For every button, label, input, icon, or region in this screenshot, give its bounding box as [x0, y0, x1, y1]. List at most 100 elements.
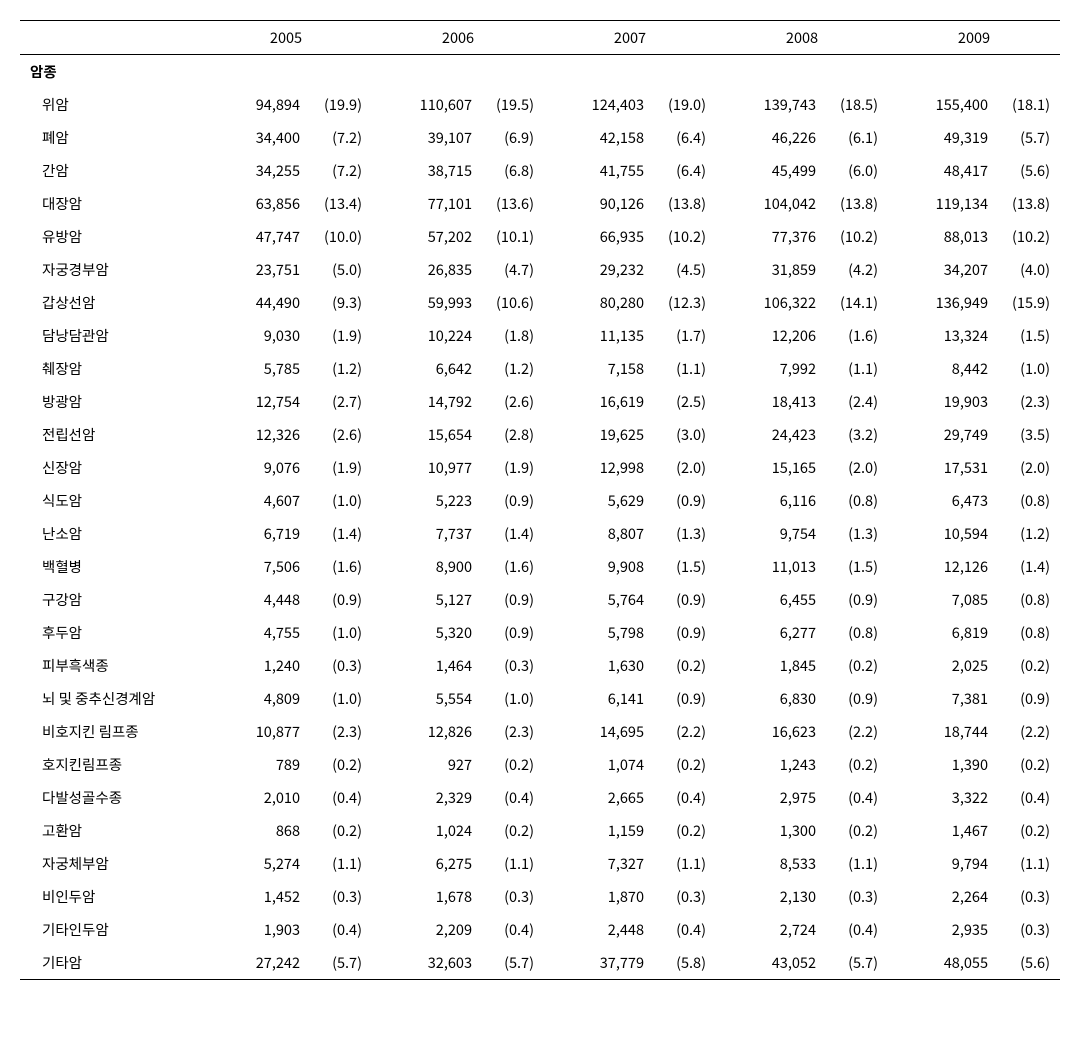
cell-percent: (14.1) — [820, 286, 888, 319]
cell-count: 1,300 — [716, 814, 820, 847]
cell-count: 6,455 — [716, 583, 820, 616]
cell-percent: (0.2) — [648, 649, 716, 682]
cell-percent: (1.6) — [304, 550, 372, 583]
cell-count: 2,724 — [716, 913, 820, 946]
cell-percent: (0.8) — [820, 484, 888, 517]
cell-count: 2,264 — [888, 880, 992, 913]
cell-count: 2,665 — [544, 781, 648, 814]
cell-count: 1,452 — [200, 880, 304, 913]
cell-count: 5,764 — [544, 583, 648, 616]
cell-percent: (2.3) — [304, 715, 372, 748]
cell-percent: (1.1) — [648, 847, 716, 880]
cell-percent: (6.8) — [476, 154, 544, 187]
cell-count: 7,381 — [888, 682, 992, 715]
cell-percent: (5.6) — [992, 154, 1060, 187]
row-label: 뇌 및 중추신경계암 — [20, 682, 200, 715]
table-body: 암종위암94,894(19.9)110,607(19.5)124,403(19.… — [20, 55, 1060, 980]
cell-count: 5,554 — [372, 682, 476, 715]
cell-percent: (2.7) — [304, 385, 372, 418]
cell-percent: (13.8) — [820, 187, 888, 220]
cell-percent: (1.6) — [476, 550, 544, 583]
cell-percent: (3.2) — [820, 418, 888, 451]
cell-count: 2,209 — [372, 913, 476, 946]
cell-percent: (6.9) — [476, 121, 544, 154]
cell-count: 6,819 — [888, 616, 992, 649]
cell-percent: (0.8) — [820, 616, 888, 649]
cell-count: 789 — [200, 748, 304, 781]
cell-count: 19,625 — [544, 418, 648, 451]
row-label: 방광암 — [20, 385, 200, 418]
cell-percent: (2.6) — [476, 385, 544, 418]
cell-count: 1,678 — [372, 880, 476, 913]
table-row: 뇌 및 중추신경계암4,809(1.0)5,554(1.0)6,141(0.9)… — [20, 682, 1060, 715]
cell-count: 23,751 — [200, 253, 304, 286]
cell-count: 1,240 — [200, 649, 304, 682]
cell-count: 90,126 — [544, 187, 648, 220]
cell-percent: (13.8) — [992, 187, 1060, 220]
cell-count: 7,506 — [200, 550, 304, 583]
cell-percent: (1.4) — [476, 517, 544, 550]
cell-count: 59,993 — [372, 286, 476, 319]
row-label: 위암 — [20, 88, 200, 121]
table-row: 기타인두암1,903(0.4)2,209(0.4)2,448(0.4)2,724… — [20, 913, 1060, 946]
cell-count: 5,785 — [200, 352, 304, 385]
cell-percent: (0.4) — [304, 781, 372, 814]
header-year: 2006 — [372, 21, 544, 55]
cell-percent: (0.9) — [304, 583, 372, 616]
header-year: 2009 — [888, 21, 1060, 55]
cell-count: 10,877 — [200, 715, 304, 748]
cell-percent: (10.2) — [820, 220, 888, 253]
cell-count: 6,719 — [200, 517, 304, 550]
cell-count: 80,280 — [544, 286, 648, 319]
row-label: 간암 — [20, 154, 200, 187]
cell-percent: (1.7) — [648, 319, 716, 352]
cell-percent: (1.1) — [648, 352, 716, 385]
cell-count: 57,202 — [372, 220, 476, 253]
cell-percent: (2.0) — [992, 451, 1060, 484]
cell-count: 106,322 — [716, 286, 820, 319]
cell-percent: (0.8) — [992, 583, 1060, 616]
cell-count: 4,809 — [200, 682, 304, 715]
cell-percent: (2.2) — [820, 715, 888, 748]
cell-percent: (0.2) — [304, 814, 372, 847]
row-label: 다발성골수종 — [20, 781, 200, 814]
cell-count: 5,320 — [372, 616, 476, 649]
cell-count: 104,042 — [716, 187, 820, 220]
cell-count: 4,607 — [200, 484, 304, 517]
cell-percent: (0.4) — [820, 781, 888, 814]
table-row: 난소암6,719(1.4)7,737(1.4)8,807(1.3)9,754(1… — [20, 517, 1060, 550]
cell-percent: (2.0) — [820, 451, 888, 484]
cell-percent: (0.2) — [992, 814, 1060, 847]
cell-count: 47,747 — [200, 220, 304, 253]
cell-percent: (15.9) — [992, 286, 1060, 319]
section-header: 암종 — [20, 55, 1060, 89]
cell-percent: (1.1) — [820, 847, 888, 880]
table-row: 비인두암1,452(0.3)1,678(0.3)1,870(0.3)2,130(… — [20, 880, 1060, 913]
table-row: 담낭담관암9,030(1.9)10,224(1.8)11,135(1.7)12,… — [20, 319, 1060, 352]
cell-count: 24,423 — [716, 418, 820, 451]
cell-count: 48,417 — [888, 154, 992, 187]
cell-count: 9,076 — [200, 451, 304, 484]
cell-percent: (13.6) — [476, 187, 544, 220]
cell-count: 5,127 — [372, 583, 476, 616]
cell-percent: (0.4) — [476, 913, 544, 946]
cell-count: 6,277 — [716, 616, 820, 649]
cell-percent: (0.2) — [992, 649, 1060, 682]
cell-percent: (5.7) — [304, 946, 372, 980]
cell-count: 16,619 — [544, 385, 648, 418]
cell-count: 26,835 — [372, 253, 476, 286]
table-row: 신장암9,076(1.9)10,977(1.9)12,998(2.0)15,16… — [20, 451, 1060, 484]
cell-count: 1,467 — [888, 814, 992, 847]
cell-count: 12,754 — [200, 385, 304, 418]
row-label: 담낭담관암 — [20, 319, 200, 352]
cell-percent: (2.8) — [476, 418, 544, 451]
cell-percent: (4.0) — [992, 253, 1060, 286]
cell-count: 110,607 — [372, 88, 476, 121]
cell-count: 77,376 — [716, 220, 820, 253]
cell-count: 14,792 — [372, 385, 476, 418]
cell-percent: (0.4) — [992, 781, 1060, 814]
cell-percent: (10.2) — [992, 220, 1060, 253]
cell-count: 4,755 — [200, 616, 304, 649]
cell-percent: (18.1) — [992, 88, 1060, 121]
cell-count: 1,630 — [544, 649, 648, 682]
